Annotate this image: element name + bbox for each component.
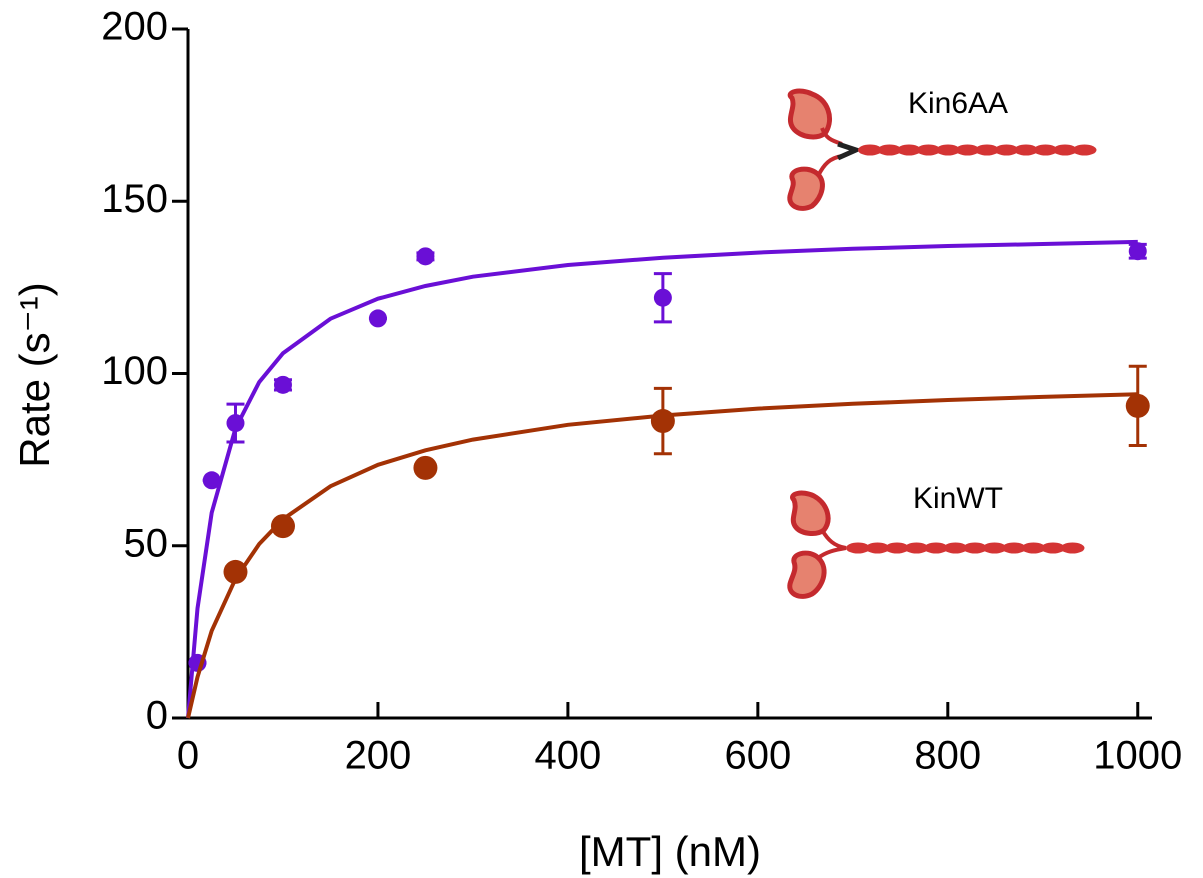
stalk-bead: [982, 542, 1007, 554]
stalk-bead: [1053, 144, 1077, 156]
data-point: [650, 409, 675, 434]
stalk-bead: [1072, 144, 1097, 156]
x-tick-label: 0: [177, 734, 199, 778]
stalk-bead: [943, 542, 968, 554]
stalk-bead: [975, 144, 999, 156]
stalk-bead: [1014, 144, 1038, 156]
data-point: [653, 288, 672, 307]
y-tick-label: 100: [101, 349, 168, 393]
fit-curve: [186, 239, 1138, 719]
stalk-bead: [994, 144, 1019, 156]
data-point: [416, 247, 435, 266]
stalk-bead: [955, 144, 980, 156]
data-point: [273, 375, 292, 394]
y-tick-label: 0: [146, 694, 168, 738]
x-tick-label: 200: [345, 734, 412, 778]
series-label: KinWT: [913, 482, 1003, 515]
kinwt-diagram: [787, 490, 1085, 599]
data-point: [413, 455, 438, 480]
stalk-bead: [865, 542, 890, 554]
data-point: [270, 514, 295, 539]
stalk-bead: [858, 144, 882, 156]
y-tick-label: 50: [124, 521, 169, 565]
fit-curve: [186, 392, 1138, 719]
stalk-bead: [1021, 542, 1046, 554]
data-point: [226, 414, 245, 433]
data-point: [223, 559, 248, 584]
x-tick-label: 1000: [1093, 734, 1182, 778]
stalk-bead: [936, 144, 960, 156]
x-axis-label: [MT] (nM): [579, 828, 761, 875]
x-tick-label: 400: [535, 734, 602, 778]
stalk-bead: [885, 542, 909, 554]
stalk-bead: [916, 144, 941, 156]
stalk-bead: [1033, 144, 1058, 156]
stalk-bead: [1060, 542, 1085, 554]
stalk-bead: [897, 144, 921, 156]
data-point: [1125, 393, 1150, 418]
y-axis-label: Rate (s⁻¹): [11, 282, 58, 468]
stalk-bead: [846, 542, 870, 554]
data-point: [368, 309, 387, 328]
x-tick-label: 600: [724, 734, 791, 778]
y-tick-label: 150: [101, 177, 168, 221]
x-tick-label: 800: [914, 734, 981, 778]
stalk-bead: [877, 144, 902, 156]
stalk-bead: [1041, 542, 1065, 554]
stalk-bead: [904, 542, 929, 554]
stalk-bead: [963, 542, 987, 554]
series-label: Kin6AA: [908, 87, 1008, 120]
data-point: [202, 471, 221, 490]
y-tick-label: 200: [101, 5, 168, 49]
kin6aa-diagram: [787, 88, 1097, 211]
stalk-bead: [924, 542, 948, 554]
data-point: [1128, 242, 1147, 261]
stalk-bead: [1002, 542, 1026, 554]
